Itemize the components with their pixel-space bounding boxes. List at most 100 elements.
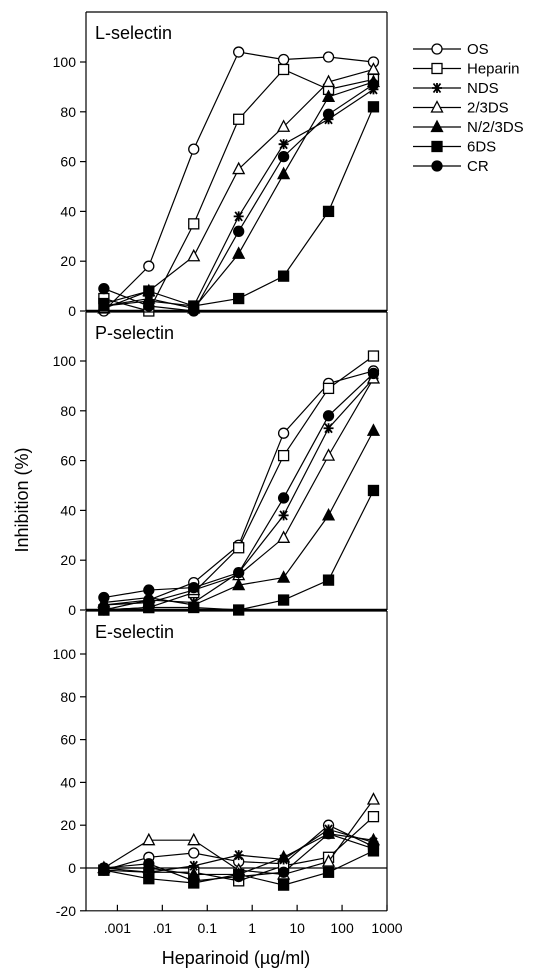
p-selectin-point-heparin — [322, 382, 335, 395]
p-selectin-point-2-3ds — [321, 448, 336, 461]
p-selectin-point-cr — [98, 591, 110, 604]
l-selectin-point-heparin — [233, 113, 245, 125]
y-axis-title: Inhibition (%) — [12, 447, 32, 552]
legend-marker-2-3ds — [430, 100, 444, 113]
x-tick-label: .001 — [104, 920, 131, 936]
e-selectin-title: E-selectin — [95, 622, 174, 642]
p-selectin-y-tick-label: 20 — [60, 552, 76, 568]
e-selectin-panel: -20 0 20 40 60 80 100 E-selectin — [53, 610, 388, 919]
x-tick-label: 1 — [248, 920, 256, 936]
p-selectin-y-tick-label: 80 — [60, 403, 76, 419]
l-selectin-point-cr — [322, 108, 335, 120]
e-selectin-point-cr — [277, 866, 290, 878]
l-selectin-point-os — [322, 51, 335, 63]
l-selectin-point-cr — [277, 150, 290, 163]
l-selectin-point-6ds — [322, 205, 335, 218]
legend-marker-cr — [431, 160, 443, 172]
e-selectin-point-nds — [233, 850, 244, 861]
legend-item-heparin: Heparin — [413, 61, 520, 78]
l-selectin-point-os — [143, 260, 155, 272]
x-axis-title: Heparinoid (µg/ml) — [162, 948, 310, 968]
p-selectin-point-cr — [367, 367, 380, 380]
legend-item-cr: CR — [413, 158, 489, 175]
e-selectin-point-heparin — [367, 810, 380, 823]
l-selectin-y-tick-label: 20 — [60, 253, 76, 269]
l-selectin-y-tick-label: 60 — [60, 154, 76, 170]
l-selectin-point-6ds — [98, 297, 110, 310]
e-selectin-y-tick-label: 60 — [60, 732, 76, 748]
p-selectin-y-tick-label: 100 — [53, 353, 77, 369]
legend-label: 6DS — [467, 139, 496, 156]
legend-label: 2/3DS — [467, 100, 509, 117]
e-selectin-point-cr — [188, 875, 200, 887]
l-selectin-point-os — [233, 46, 245, 58]
legend-label: CR — [467, 158, 489, 175]
l-selectin-point-heparin — [277, 63, 290, 76]
legend-label: Heparin — [467, 61, 520, 78]
l-selectin-series-cr — [98, 78, 380, 317]
l-selectin-point-2-3ds — [232, 161, 246, 175]
legend-item-os: OS — [413, 41, 489, 58]
p-selectin-point-6ds — [98, 604, 110, 616]
p-selectin-y-tick-label: 40 — [60, 502, 76, 518]
e-selectin-y-tick-label: -20 — [56, 903, 76, 919]
p-selectin-y-tick-label: 60 — [60, 453, 76, 469]
l-selectin-point-cr — [98, 282, 110, 295]
e-selectin-point-cr — [233, 870, 245, 883]
l-selectin-y-tick-label: 80 — [60, 104, 76, 120]
p-selectin-point-6ds — [233, 604, 245, 616]
e-selectin-series-cr — [98, 828, 380, 887]
e-selectin-y-tick-label: 100 — [53, 646, 77, 662]
x-tick-label: 10 — [289, 920, 305, 936]
l-selectin-point-6ds — [233, 292, 245, 305]
legend-item-6ds: 6DS — [413, 139, 496, 156]
l-selectin-y-tick-label: 0 — [68, 303, 76, 319]
e-selectin-point-6ds — [322, 866, 335, 878]
p-selectin-panel: 0 20 40 60 80 100 P-selectin — [53, 311, 388, 618]
l-selectin-point-2-3ds — [277, 119, 291, 132]
x-tick-label: 100 — [330, 920, 354, 936]
l-selectin-line-heparin — [103, 68, 374, 312]
l-selectin-line-2-3ds — [103, 68, 374, 310]
e-selectin-point-2-3ds — [187, 832, 201, 846]
l-selectin-panel: 0 20 40 60 80 100 L-selectin — [53, 11, 388, 319]
l-selectin-point-6ds — [277, 270, 290, 282]
l-selectin-point-n-2-3ds — [232, 246, 246, 259]
x-axis: .001 .01 0.1 1 10 100 1000 — [86, 904, 403, 936]
p-selectin-point-6ds — [188, 601, 200, 614]
p-selectin-point-6ds — [143, 601, 155, 614]
p-selectin-y-tick-label: 0 — [68, 602, 76, 618]
e-selectin-point-2-3ds — [142, 832, 156, 846]
e-selectin-point-cr — [322, 828, 335, 840]
p-selectin-point-cr — [322, 410, 335, 422]
l-selectin-y-tick-label: 40 — [60, 203, 76, 219]
legend-item-2-3ds: 2/3DS — [413, 100, 509, 117]
l-selectin-point-heparin — [188, 218, 200, 230]
l-selectin-point-cr — [188, 305, 200, 317]
l-selectin-point-os — [188, 143, 200, 155]
e-selectin-point-2-3ds — [321, 854, 336, 867]
p-selectin-point-cr — [233, 567, 245, 579]
l-selectin-point-2-3ds — [187, 248, 201, 262]
l-selectin-point-nds — [278, 139, 289, 150]
legend-item-n-2-3ds: N/2/3DS — [413, 119, 524, 136]
p-selectin-series-cr — [98, 367, 380, 604]
l-selectin-y-tick-label: 100 — [53, 54, 77, 70]
legend: OS Heparin NDS 2/3DS N/2/3DS 6DS CR — [413, 41, 524, 175]
e-selectin-point-nds — [188, 860, 199, 871]
l-selectin-point-os — [277, 53, 290, 66]
l-selectin-point-n-2-3ds — [277, 166, 291, 180]
e-selectin-point-2-3ds — [366, 792, 381, 805]
p-selectin-point-n-2-3ds — [366, 423, 381, 436]
l-selectin-series-n-2-3ds — [97, 74, 381, 314]
legend-label: N/2/3DS — [467, 119, 524, 136]
p-selectin-series-n-2-3ds — [97, 423, 381, 611]
legend-label: OS — [467, 41, 489, 58]
l-selectin-series-2-3ds — [97, 62, 381, 314]
e-selectin-point-cr — [98, 862, 110, 874]
legend-marker-nds — [432, 82, 442, 94]
l-selectin-point-nds — [233, 211, 244, 222]
p-selectin-point-heparin — [277, 449, 290, 462]
l-selectin-point-cr — [233, 225, 245, 237]
